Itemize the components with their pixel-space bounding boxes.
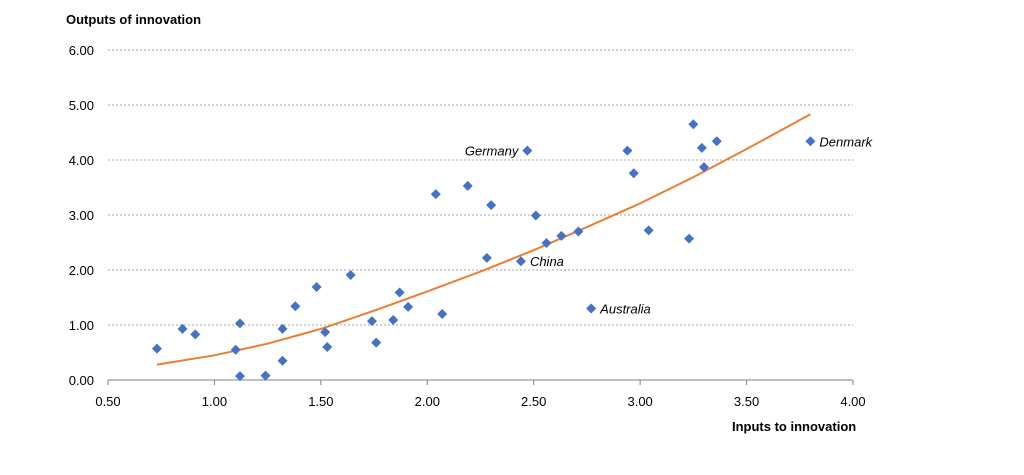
data-point [688, 119, 699, 130]
x-tick-label: 1.50 [308, 394, 333, 409]
y-tick-label: 0.00 [69, 373, 94, 388]
x-tick-label: 0.50 [95, 394, 120, 409]
data-point [388, 315, 399, 326]
point-label: Australia [599, 302, 651, 317]
point-labels: China Germany Australia Denmark [465, 134, 874, 316]
data-point [530, 210, 541, 221]
data-point [234, 371, 245, 382]
data-point [805, 136, 816, 147]
data-point [345, 269, 356, 280]
data-point [522, 145, 533, 156]
data-point [437, 309, 448, 319]
data-point [177, 323, 188, 334]
x-tick-labels: 0.50 1.00 1.50 2.00 2.50 3.00 3.50 4.00 [95, 394, 865, 409]
data-point [462, 180, 473, 191]
data-point [711, 136, 722, 147]
y-tick-labels: 0.00 1.00 2.00 3.00 4.00 5.00 6.00 [69, 43, 94, 388]
data-points [151, 119, 816, 382]
data-point [277, 323, 288, 334]
y-tick-label: 6.00 [69, 43, 94, 58]
x-axis-title: Inputs to innovation [732, 419, 857, 434]
data-point [430, 189, 441, 200]
y-tick-label: 4.00 [69, 153, 94, 168]
data-point [403, 301, 414, 312]
data-point [541, 238, 552, 249]
data-point [556, 230, 567, 241]
data-point [684, 233, 695, 244]
gridlines [108, 49, 853, 326]
data-point [260, 370, 271, 381]
data-point [696, 142, 707, 153]
data-point [190, 329, 201, 340]
data-point [230, 344, 241, 355]
data-point [234, 318, 245, 329]
data-point [515, 256, 526, 267]
x-tick-label: 3.00 [627, 394, 652, 409]
trendline-group [156, 113, 811, 366]
data-point [622, 145, 633, 156]
point-label: Denmark [819, 134, 873, 149]
x-tick-label: 2.00 [415, 394, 440, 409]
y-tick-label: 2.00 [69, 263, 94, 278]
data-point [643, 225, 654, 236]
data-point [371, 337, 382, 348]
data-point [366, 316, 377, 327]
trendline [156, 113, 811, 366]
data-point [586, 303, 597, 314]
data-point [573, 226, 584, 237]
data-point [277, 355, 288, 366]
x-tick-label: 4.00 [840, 394, 865, 409]
x-tick-label: 1.00 [202, 394, 227, 409]
y-tick-label: 5.00 [69, 98, 94, 113]
data-point [322, 342, 333, 352]
data-point [151, 343, 162, 354]
x-tick-label: 2.50 [521, 394, 546, 409]
data-point [699, 162, 709, 173]
axes [107, 379, 854, 385]
y-tick-label: 3.00 [69, 208, 94, 223]
data-point [486, 200, 497, 211]
x-tick-label: 3.50 [734, 394, 759, 409]
data-point [394, 287, 405, 298]
data-point [311, 282, 322, 293]
data-point [290, 301, 301, 312]
point-label: China [530, 254, 564, 269]
y-axis-title: Outputs of innovation [66, 12, 202, 27]
data-point [628, 168, 639, 179]
data-point [320, 327, 331, 338]
data-point [481, 252, 492, 263]
y-tick-label: 1.00 [69, 318, 94, 333]
point-label: Germany [465, 144, 520, 159]
